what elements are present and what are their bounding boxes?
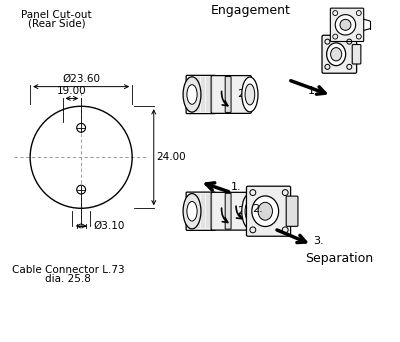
Text: 2.: 2. [238, 206, 248, 216]
FancyBboxPatch shape [186, 75, 216, 114]
Ellipse shape [252, 196, 279, 226]
Text: dia. 25.8: dia. 25.8 [46, 274, 91, 284]
Ellipse shape [340, 19, 351, 30]
FancyBboxPatch shape [322, 35, 357, 73]
FancyBboxPatch shape [211, 76, 251, 113]
Text: 2.: 2. [252, 204, 263, 214]
Text: 1.: 1. [308, 86, 318, 95]
Ellipse shape [327, 43, 346, 66]
FancyBboxPatch shape [352, 44, 361, 64]
FancyBboxPatch shape [211, 192, 251, 230]
Ellipse shape [187, 85, 197, 104]
Text: 24.00: 24.00 [157, 152, 186, 162]
FancyBboxPatch shape [286, 196, 298, 226]
Ellipse shape [245, 84, 255, 105]
Text: 2.: 2. [238, 90, 248, 100]
Ellipse shape [242, 77, 258, 112]
Text: Panel Cut-out: Panel Cut-out [21, 10, 92, 20]
Ellipse shape [331, 48, 342, 61]
FancyBboxPatch shape [330, 8, 364, 41]
Text: 1.: 1. [231, 182, 242, 192]
Text: Ø23.60: Ø23.60 [62, 74, 100, 84]
Text: Ø3.10: Ø3.10 [94, 221, 125, 231]
Ellipse shape [335, 15, 356, 35]
Text: Engagement: Engagement [211, 4, 291, 17]
Text: Separation: Separation [305, 252, 373, 265]
Ellipse shape [183, 194, 201, 229]
Text: 19.00: 19.00 [57, 87, 87, 96]
FancyBboxPatch shape [225, 77, 231, 113]
FancyBboxPatch shape [186, 192, 216, 231]
Text: 3.: 3. [314, 236, 324, 246]
Ellipse shape [245, 201, 255, 222]
Ellipse shape [183, 77, 201, 112]
Text: Cable Connector L.73: Cable Connector L.73 [12, 265, 125, 275]
Text: (Rear Side): (Rear Side) [28, 19, 86, 29]
FancyBboxPatch shape [246, 186, 291, 236]
Ellipse shape [242, 194, 258, 229]
FancyBboxPatch shape [225, 193, 231, 229]
Ellipse shape [258, 202, 272, 220]
Ellipse shape [187, 201, 197, 221]
